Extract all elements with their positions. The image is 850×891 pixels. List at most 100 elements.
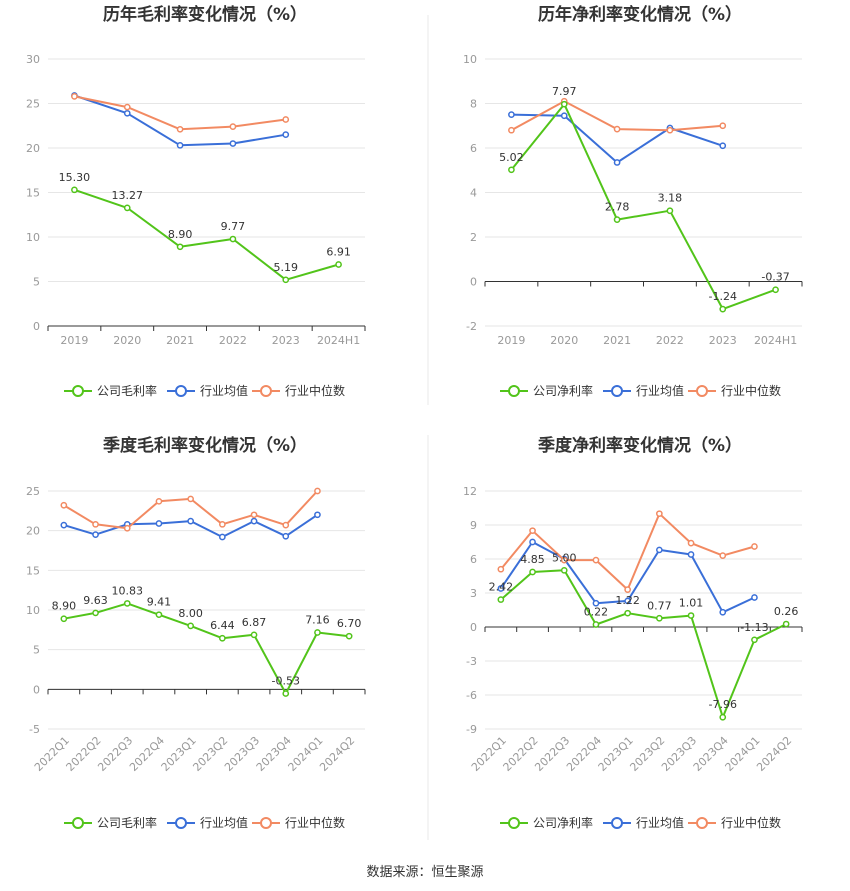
legend-industry-average-marker [175, 817, 187, 829]
industry-average-point [592, 599, 600, 607]
data-source-note: 数据来源：恒生聚源 [366, 865, 483, 880]
legend-industry-average-marker [175, 385, 187, 397]
company-point [123, 204, 131, 212]
company-point [497, 596, 505, 603]
data-label: 5.00 [552, 551, 577, 564]
data-label: 0.26 [774, 605, 799, 618]
y-tick-label: 2 [470, 231, 477, 244]
legend-industry-median-marker [260, 817, 272, 829]
data-label: 6.87 [242, 616, 267, 629]
industry-average-point [250, 517, 258, 525]
y-tick-label: 4 [470, 187, 477, 200]
industry-median-point [155, 497, 163, 505]
legend-industry-median-marker [696, 817, 708, 829]
industry-average-point [719, 142, 727, 150]
industry-average-point [624, 597, 632, 605]
company-line [74, 188, 339, 281]
y-tick-label: -9 [466, 723, 477, 736]
company-point [282, 690, 290, 697]
industry-median-point [123, 524, 131, 532]
industry-average-point [187, 517, 194, 525]
data-label: 6.44 [210, 619, 235, 632]
x-tick-label: 2024Q2 [754, 734, 794, 774]
company-point [529, 568, 536, 576]
legend-industry-median-marker [260, 385, 272, 397]
legend-company-label: 公司净利率 [533, 815, 593, 830]
industry-average-point [123, 109, 131, 117]
y-tick-label: 12 [463, 485, 477, 498]
legend-industry-average-label: 行业均值 [636, 815, 684, 830]
industry-median-point [751, 543, 758, 550]
industry-median-point [497, 565, 505, 573]
x-tick-label: 2020 [550, 334, 578, 347]
company-line [500, 569, 787, 719]
data-label: 2.42 [489, 581, 514, 594]
company-point [508, 166, 515, 174]
company-point [560, 566, 568, 574]
y-tick-label: 0 [470, 276, 477, 289]
y-tick-label: -2 [466, 320, 477, 333]
x-tick-label: 2024H1 [754, 334, 797, 347]
company-point [624, 609, 632, 617]
y-tick-label: 25 [26, 485, 40, 498]
industry-median-point [687, 539, 695, 547]
industry-average-point [751, 594, 758, 601]
data-label: -0.37 [761, 271, 789, 284]
industry-median-point [666, 126, 674, 134]
y-tick-label: 0 [470, 621, 477, 634]
quarterly-gross-margin-chart: 季度毛利率变化情况（%） -505101520252022Q12022Q2202… [26, 435, 366, 830]
data-label: 5.19 [274, 261, 299, 274]
chart-title: 历年毛利率变化情况（%） [103, 4, 307, 25]
legend-industry-average-label: 行业均值 [200, 815, 248, 830]
company-point [772, 286, 779, 294]
company-point [282, 276, 290, 284]
industry-median-point [508, 126, 515, 134]
y-tick-label: 6 [470, 553, 477, 566]
quarterly-net-margin-chart: 季度净利率变化情况（%） -9-6-30369122022Q12022Q2202… [463, 435, 803, 830]
data-label: 15.30 [59, 171, 91, 184]
industry-average-point [282, 532, 290, 540]
y-tick-label: 15 [26, 564, 40, 577]
industry-average-point [719, 608, 727, 616]
company-point [229, 235, 237, 243]
legend-company-marker [72, 385, 84, 397]
data-label: -7.96 [709, 698, 737, 711]
annual-net-margin-chart: 历年净利率变化情况（%） -2 0 2 4 6 8 10 2019 2020 2021 2022 20… [463, 4, 803, 398]
company-point [345, 632, 353, 640]
industry-median-point [719, 552, 727, 559]
industry-median-point [560, 556, 568, 564]
data-label: 8.00 [178, 607, 203, 620]
industry-average-point [92, 531, 99, 538]
company-point [687, 612, 695, 619]
industry-average-point [155, 520, 163, 527]
data-label: 4.85 [520, 553, 545, 566]
company-point [666, 207, 674, 215]
industry-average-point [229, 140, 237, 147]
data-label: 9.63 [83, 594, 108, 607]
industry-median-point [624, 586, 632, 593]
y-tick-label: 10 [26, 231, 40, 244]
industry-median-point [282, 521, 290, 529]
y-tick-label: 5 [33, 644, 40, 657]
company-point [782, 620, 790, 628]
y-tick-label: 10 [26, 604, 40, 617]
y-tick-label: -5 [29, 723, 40, 736]
data-label: -1.13 [740, 621, 768, 634]
legend-company-marker [508, 385, 520, 397]
company-point [656, 614, 663, 622]
company-point [219, 634, 226, 642]
industry-median-line [74, 95, 286, 131]
chart-title: 季度毛利率变化情况（%） [103, 435, 307, 456]
industry-average-point [656, 546, 663, 554]
y-tick-label: 20 [26, 142, 40, 155]
company-line [63, 602, 350, 695]
industry-average-point [176, 141, 184, 149]
industry-median-point [613, 125, 621, 133]
industry-median-point [282, 116, 290, 123]
industry-average-point [314, 511, 321, 519]
data-label: -1.24 [709, 290, 737, 303]
data-label: 7.16 [305, 614, 330, 627]
y-tick-label: -6 [466, 689, 477, 702]
industry-median-point [250, 511, 258, 519]
data-label: 0.77 [647, 599, 672, 612]
